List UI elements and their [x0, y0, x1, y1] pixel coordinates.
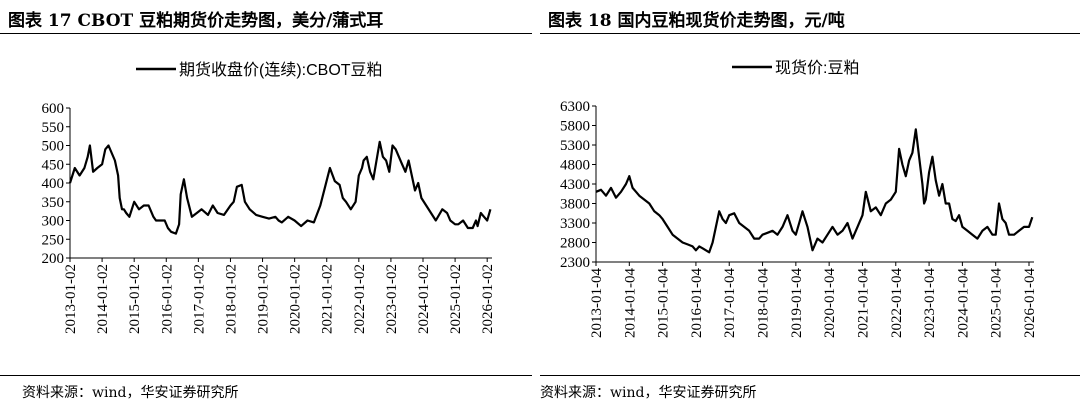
y-tick-label: 2300 [560, 255, 590, 271]
y-tick-label: 3800 [560, 197, 590, 213]
figure-title: 图表 17 CBOT 豆粕期货价走势图，美分/蒲式耳 [8, 11, 384, 31]
x-tick-label: 2025-01-04 [989, 268, 1005, 338]
y-tick-label: 2800 [560, 236, 590, 252]
y-tick-label: 450 [42, 157, 65, 173]
x-tick-label: 2013-01-04 [589, 268, 605, 338]
x-tick-label: 2016-01-02 [159, 264, 175, 334]
source-rule [0, 375, 532, 376]
x-tick-label: 2022-01-04 [889, 268, 905, 338]
x-tick-label: 2022-01-02 [352, 264, 368, 334]
title-rule [540, 33, 1080, 34]
x-tick-label: 2018-01-04 [756, 268, 772, 338]
legend-label: 现货价:豆粕 [775, 59, 859, 77]
y-tick-label: 550 [42, 120, 65, 136]
source-note: 资料来源：wind，华安证券研究所 [22, 385, 239, 401]
figure-title: 图表 18 国内豆粕现货价走势图，元/吨 [548, 11, 845, 31]
x-tick-label: 2023-01-04 [922, 268, 938, 338]
y-tick-label: 6300 [560, 99, 590, 115]
y-tick-label: 5300 [560, 138, 590, 154]
x-tick-label: 2020-01-04 [822, 268, 838, 338]
x-tick-label: 2015-01-04 [656, 268, 672, 338]
figure-17: 图表 17 CBOT 豆粕期货价走势图，美分/蒲式耳 200 250 300 350 4… [0, 11, 532, 401]
x-tick-label: 2017-01-02 [191, 264, 207, 334]
series-line [595, 128, 1034, 254]
series-line [68, 140, 492, 235]
x-tick-label: 2024-01-04 [955, 268, 971, 338]
x-tick-label: 2021-01-04 [855, 268, 871, 338]
y-tick-label: 4800 [560, 158, 590, 174]
y-tick-label: 500 [42, 139, 65, 155]
x-tick-label: 2014-01-04 [622, 268, 638, 338]
x-tick-label: 2014-01-02 [95, 264, 111, 334]
y-tick-label: 5800 [560, 119, 590, 135]
x-tick-label: 2016-01-04 [689, 268, 705, 338]
x-tick-label: 2024-01-02 [416, 264, 432, 334]
x-tick-label: 2026-01-02 [480, 264, 496, 334]
x-tick-label: 2013-01-02 [63, 264, 79, 334]
y-tick-label: 3300 [560, 216, 590, 232]
y-tick-label: 400 [42, 176, 65, 192]
y-tick-label: 350 [42, 195, 65, 211]
source-rule [540, 375, 1080, 376]
x-tick-label: 2023-01-02 [384, 264, 400, 334]
domestic-soymeal-spot-chart: 2300 2800 3300 3800 4300 4800 5300 5800 6300 2013… [560, 59, 1038, 338]
x-tick-label: 2025-01-02 [448, 264, 464, 334]
source-note: 资料来源：wind，华安证券研究所 [540, 385, 757, 401]
title-rule [0, 33, 532, 34]
x-tick-label: 2026-01-04 [1022, 268, 1038, 338]
y-tick-label: 4300 [560, 177, 590, 193]
figure-18: 图表 18 国内豆粕现货价走势图，元/吨 2300 2800 3300 3800 430… [540, 0, 1080, 410]
x-tick-label: 2021-01-02 [320, 264, 336, 334]
legend-label: 期货收盘价(连续):CBOT豆粕 [179, 60, 383, 79]
y-tick-label: 200 [42, 251, 65, 267]
x-tick-label: 2017-01-04 [722, 268, 738, 338]
x-tick-label: 2019-01-02 [256, 264, 272, 334]
cbot-soymeal-futures-chart: 200 250 300 350 400 450 500 550 600 2013-01-02 201… [42, 60, 497, 334]
y-tick-label: 600 [42, 101, 65, 117]
y-tick-label: 250 [42, 232, 65, 248]
x-tick-label: 2019-01-04 [789, 268, 805, 338]
x-tick-label: 2018-01-02 [223, 264, 239, 334]
x-tick-label: 2020-01-02 [288, 264, 304, 334]
x-tick-label: 2015-01-02 [127, 264, 143, 334]
y-tick-label: 300 [42, 214, 65, 230]
